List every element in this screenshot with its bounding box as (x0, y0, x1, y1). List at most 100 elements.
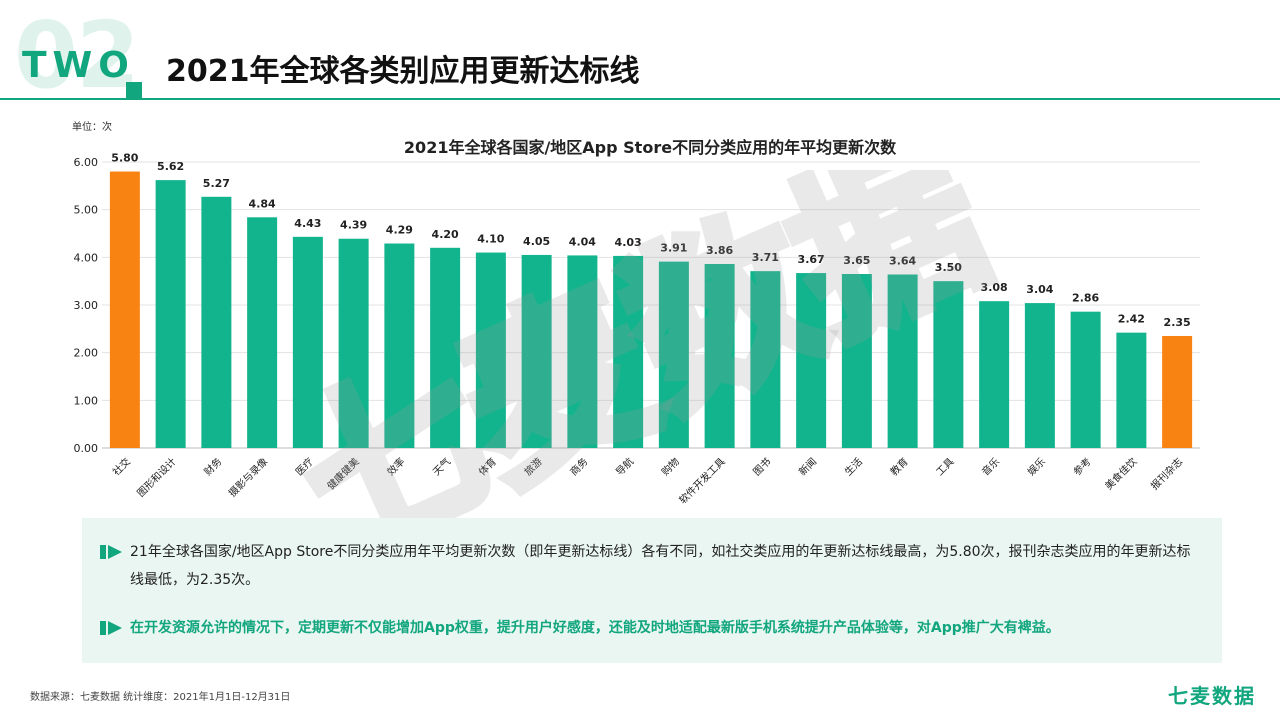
bar (109, 171, 140, 449)
data-source-note: 数据来源：七麦数据 统计维度：2021年1月1日-12月31日 (30, 692, 291, 703)
data-label: 5.62 (157, 160, 184, 173)
data-label: 3.50 (935, 261, 962, 274)
bar (704, 264, 735, 448)
bar (155, 180, 186, 448)
chart-gridlines (102, 161, 1200, 449)
data-label: 3.67 (798, 253, 825, 266)
data-label: 4.10 (477, 233, 504, 246)
data-label: 4.84 (249, 197, 276, 210)
x-tick-label: 图形和设计 (134, 455, 179, 500)
bar (658, 261, 689, 448)
x-tick-label: 生活 (842, 455, 865, 478)
bar (750, 271, 781, 448)
data-label: 4.20 (432, 228, 459, 241)
data-label: 4.05 (523, 235, 550, 248)
bar (887, 274, 918, 448)
x-tick-label: 美食佳饮 (1102, 455, 1139, 492)
accent-square (126, 82, 142, 98)
bar (521, 254, 552, 448)
section-word: TWO (22, 45, 135, 86)
data-label: 5.27 (203, 177, 230, 190)
data-label: 4.43 (294, 217, 321, 230)
x-tick-label: 健康健美 (324, 455, 361, 492)
bar (613, 255, 644, 448)
x-tick-label: 效率 (384, 455, 407, 478)
bullet-arrow-icon (100, 621, 122, 635)
x-tick-label: 报刊杂志 (1148, 455, 1185, 492)
data-label: 3.65 (843, 254, 870, 267)
brand-logo: 七麦数据 (1168, 684, 1256, 708)
bar (247, 217, 278, 448)
bar (475, 252, 506, 448)
data-label: 3.08 (981, 281, 1008, 294)
bar (841, 274, 872, 448)
x-tick-label: 体育 (476, 455, 499, 478)
bar-chart: 5.80 5.62 5.27 4.84 4.43 4.39 4.29 4.20 4.10 4.05… (74, 152, 1200, 507)
summary-paragraph-1: 21年全球各国家/地区App Store不同分类应用年平均更新次数（即年更新达标… (130, 544, 1191, 588)
y-tick-label: 4.00 (74, 251, 99, 264)
summary-box: 21年全球各国家/地区App Store不同分类应用年平均更新次数（即年更新达标… (82, 518, 1222, 663)
page-header: 02 TWO 2021年全球各类别应用更新达标线 (0, 0, 1280, 104)
chart-y-ticks: 0.00 1.00 2.00 3.00 4.00 5.00 6.00 (74, 156, 99, 455)
section-number-watermark: 02 (14, 2, 140, 109)
bar (1024, 303, 1055, 448)
y-tick-label: 5.00 (74, 204, 99, 217)
chart-bars (109, 171, 1193, 449)
x-tick-label: 医疗 (293, 455, 316, 478)
x-tick-label: 教育 (887, 455, 910, 478)
data-label: 4.29 (386, 224, 413, 237)
bar (384, 243, 415, 448)
x-tick-label: 图书 (751, 456, 774, 479)
y-tick-label: 1.00 (74, 394, 99, 407)
header-divider (0, 98, 1280, 100)
y-tick-label: 3.00 (74, 299, 99, 312)
data-label: 3.04 (1026, 283, 1053, 296)
bar (292, 236, 323, 448)
bar (430, 247, 461, 448)
x-tick-label: 新闻 (796, 455, 819, 478)
data-label: 3.64 (889, 254, 916, 267)
y-tick-label: 6.00 (74, 156, 99, 169)
x-tick-label: 财务 (201, 455, 224, 478)
x-tick-label: 娱乐 (1025, 455, 1048, 478)
chart-x-ticks: 社交 图形和设计 财务 摄影与录像 医疗 健康健美 效率 天气 体育 旅游 商务 导航 购物软件开发工具… (110, 455, 1186, 507)
data-label: 3.86 (706, 244, 733, 257)
bar (201, 196, 232, 448)
data-label: 5.80 (111, 152, 138, 165)
bar (933, 281, 964, 448)
chart-value-labels: 5.80 5.62 5.27 4.84 4.43 4.39 4.29 4.20 4.10 4.05… (111, 152, 1190, 329)
x-tick-label: 社交 (110, 455, 133, 478)
data-label: 2.35 (1164, 316, 1191, 329)
bullet-arrow-icon (100, 545, 122, 559)
bar (1116, 332, 1147, 448)
data-label: 3.71 (752, 251, 779, 264)
x-tick-label: 软件开发工具 (676, 455, 728, 507)
x-tick-label: 导航 (613, 455, 636, 478)
summary-paragraph-2: 在开发资源允许的情况下，定期更新不仅能增加App权重，提升用户好感度，还能及时地… (130, 620, 1060, 636)
x-tick-label: 音乐 (979, 455, 1002, 478)
bar (338, 238, 369, 448)
x-tick-label: 旅游 (521, 455, 544, 478)
data-label: 3.91 (660, 242, 687, 255)
data-label: 2.42 (1118, 313, 1145, 326)
page-title: 2021年全球各类别应用更新达标线 (166, 54, 640, 89)
x-tick-label: 商务 (567, 455, 590, 478)
x-tick-label: 工具 (934, 456, 957, 479)
x-tick-label: 摄影与录像 (226, 455, 271, 500)
chart-title: 2021年全球各国家/地区App Store不同分类应用的年平均更新次数 (403, 138, 897, 157)
x-tick-label: 参考 (1070, 455, 1093, 478)
y-tick-label: 2.00 (74, 347, 99, 360)
bar (979, 301, 1010, 448)
bar (567, 255, 598, 448)
data-label: 4.39 (340, 219, 367, 232)
bar (1070, 311, 1101, 448)
bar (796, 273, 827, 448)
data-label: 2.86 (1072, 292, 1099, 305)
bar (1162, 335, 1193, 448)
x-tick-label: 购物 (659, 455, 682, 478)
y-tick-label: 0.00 (74, 442, 99, 455)
x-tick-label: 天气 (430, 455, 453, 478)
chart-unit-label: 单位：次 (72, 122, 112, 133)
data-label: 4.04 (569, 235, 596, 248)
data-label: 4.03 (615, 236, 642, 249)
